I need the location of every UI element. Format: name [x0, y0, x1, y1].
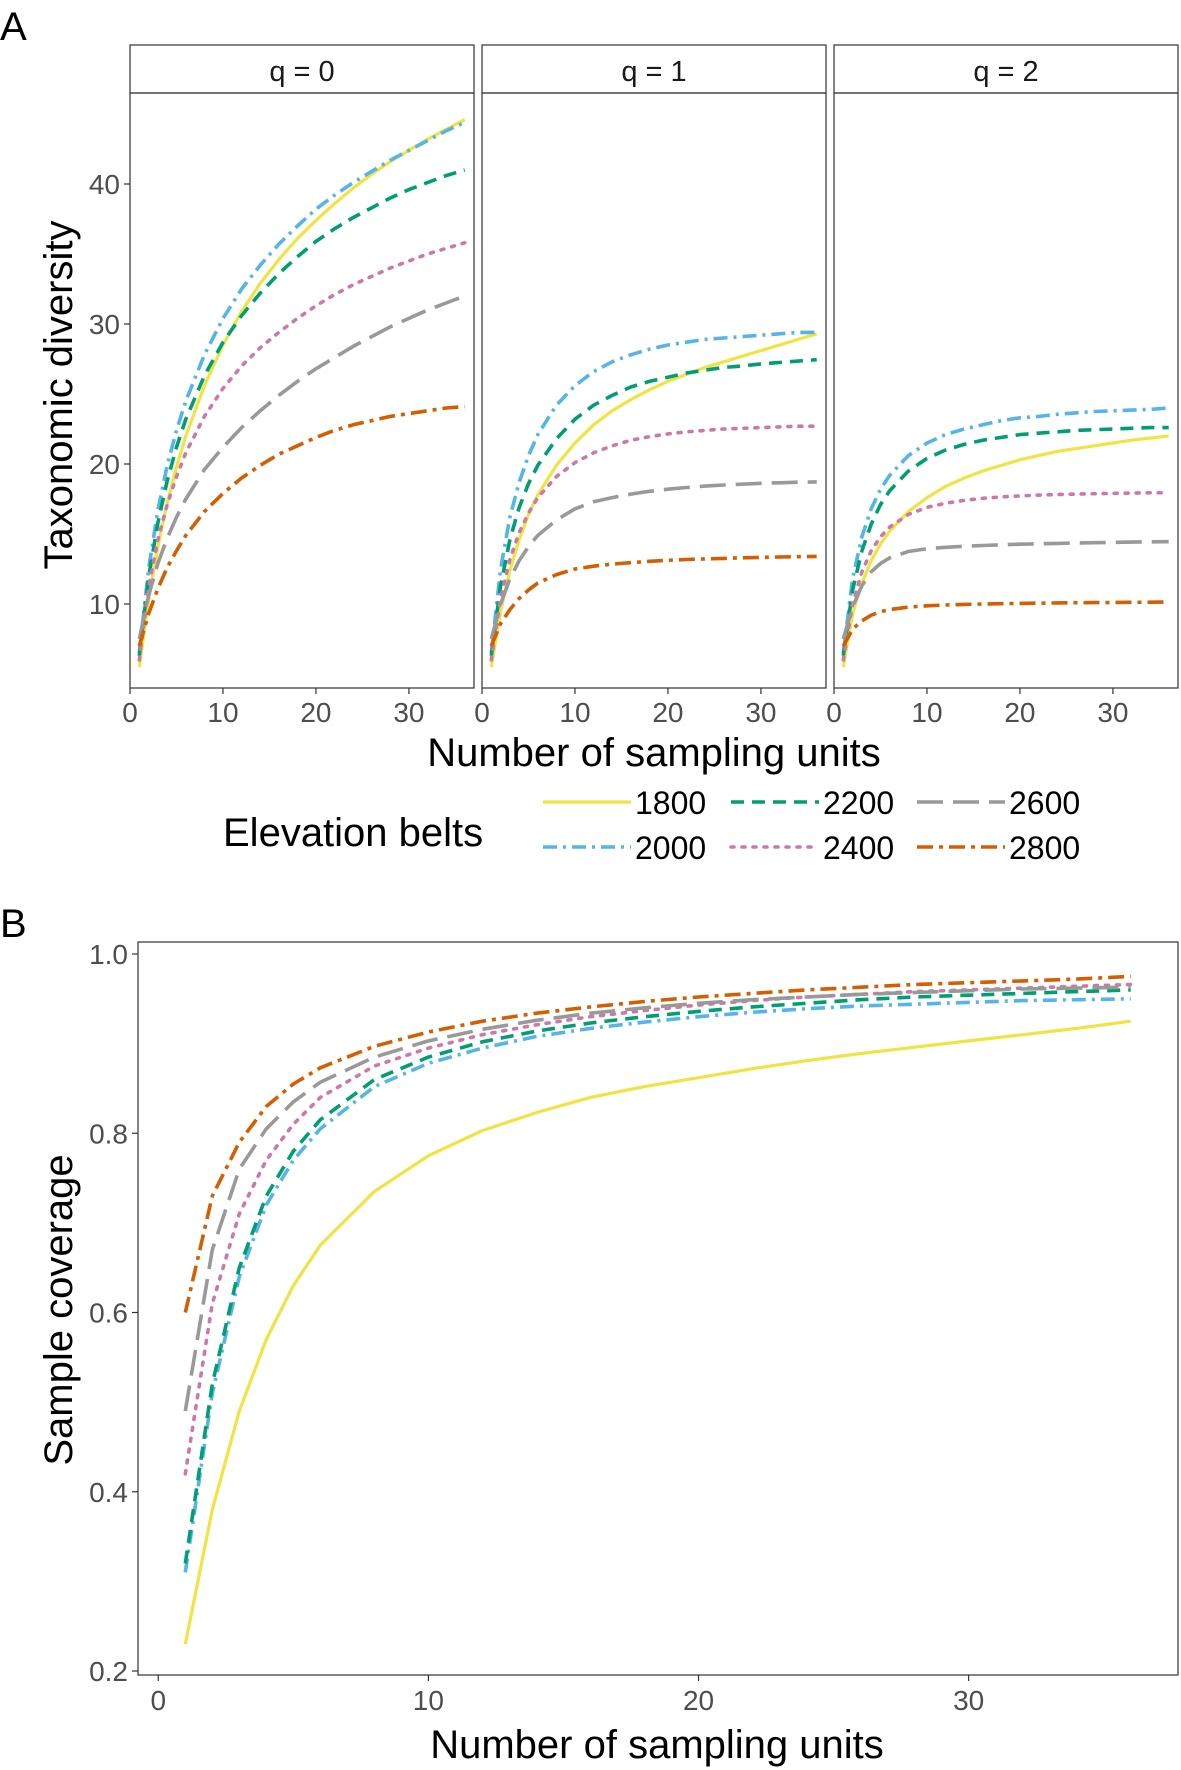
x-tick-label-b-3: 30: [953, 1685, 984, 1716]
series-line-1800-facet-2: [841, 434, 1169, 668]
series-line-2600-facet-2: [841, 539, 1169, 640]
facet-strip-label-2: q = 2: [973, 56, 1038, 88]
y-tick-label-b-2: 0.6: [89, 1298, 128, 1329]
series-line-2000-facet-2: [841, 406, 1169, 654]
facet-strip-2: [833, 44, 1179, 94]
y-tick-label-b-1: 0.4: [89, 1477, 128, 1508]
series-line-2800-facet-2: [841, 600, 1169, 647]
x-tick-label-b-2: 20: [683, 1685, 714, 1716]
facet-strip-label-1: q = 1: [621, 56, 686, 88]
facet-panel-border-2: [833, 92, 1179, 689]
y-tick-label-a-1: 20: [89, 449, 120, 480]
y-tick-label-a-0: 10: [89, 589, 120, 620]
facet-panel-border-1: [481, 92, 827, 689]
x-tick-label-a-1-0: 0: [474, 697, 490, 728]
series-line-2600-facet-0: [137, 294, 466, 640]
series-line-1800-facet-0: [137, 118, 466, 668]
facet-strip-0: [129, 44, 475, 94]
y-axis-title-a: Taxonomic diversity: [37, 220, 81, 569]
series-line-2200-panel-b: [183, 988, 1131, 1564]
x-tick-label-a-0-2: 20: [300, 697, 331, 728]
y-tick-label-a-3: 40: [89, 169, 120, 200]
series-line-2800-panel-b: [183, 974, 1131, 1313]
legend-title: Elevation belts: [223, 811, 483, 855]
series-line-2600-panel-b: [183, 985, 1131, 1412]
x-tick-label-a-0-1: 10: [207, 697, 238, 728]
panel-label-b: B: [0, 902, 27, 946]
legend-label-2600: 2600: [1009, 785, 1080, 821]
x-tick-label-a-1-2: 20: [652, 697, 683, 728]
series-line-1800-facet-1: [489, 332, 818, 668]
legend-label-2200: 2200: [823, 785, 894, 821]
y-tick-label-b-3: 0.8: [89, 1118, 128, 1149]
series-line-2600-facet-1: [489, 480, 817, 640]
x-tick-label-a-2-0: 0: [826, 697, 842, 728]
series-line-2800-facet-1: [489, 554, 817, 647]
series-line-1800-panel-b: [183, 1019, 1131, 1645]
series-line-2800-facet-0: [137, 404, 465, 647]
legend-label-1800: 1800: [635, 785, 706, 821]
x-tick-label-a-0-0: 0: [122, 697, 138, 728]
series-line-2400-facet-1: [489, 424, 819, 662]
legend-label-2000: 2000: [635, 830, 706, 866]
x-tick-label-a-2-3: 30: [1097, 697, 1128, 728]
facet-lines-0: [137, 118, 467, 668]
facet-strip-label-0: q = 0: [269, 56, 334, 88]
series-line-2000-facet-1: [489, 330, 817, 654]
facet-lines-1: [489, 330, 819, 668]
x-tick-label-a-2-2: 20: [1004, 697, 1035, 728]
panel-label-a: A: [0, 5, 27, 49]
series-line-2400-facet-0: [137, 241, 467, 662]
panel-b-lines: [183, 974, 1133, 1645]
x-tick-label-a-0-3: 30: [393, 697, 424, 728]
series-line-2200-facet-2: [841, 425, 1169, 657]
x-tick-label-b-0: 0: [150, 1685, 166, 1716]
x-axis-title-b: Number of sampling units: [430, 1723, 884, 1767]
x-tick-label-a-1-3: 30: [745, 697, 776, 728]
x-tick-label-a-1-1: 10: [559, 697, 590, 728]
series-line-2200-facet-1: [489, 357, 817, 657]
facet-lines-2: [841, 406, 1171, 668]
legend-label-2800: 2800: [1009, 830, 1080, 866]
x-tick-label-a-2-1: 10: [911, 697, 942, 728]
series-line-2400-panel-b: [183, 982, 1133, 1476]
legend-label-2400: 2400: [823, 830, 894, 866]
x-axis-title-a: Number of sampling units: [427, 731, 881, 775]
x-tick-label-b-1: 10: [413, 1685, 444, 1716]
facet-panel-border-0: [129, 92, 475, 689]
y-tick-label-b-0: 0.2: [89, 1656, 128, 1687]
y-axis-title-b: Sample coverage: [37, 1154, 81, 1465]
panel-b-border: [137, 941, 1179, 1676]
y-tick-label-b-4: 1.0: [89, 939, 128, 970]
y-tick-label-a-2: 30: [89, 309, 120, 340]
series-line-2000-panel-b: [183, 997, 1131, 1573]
series-line-2000-facet-0: [137, 120, 466, 654]
series-line-2400-facet-2: [841, 490, 1171, 662]
